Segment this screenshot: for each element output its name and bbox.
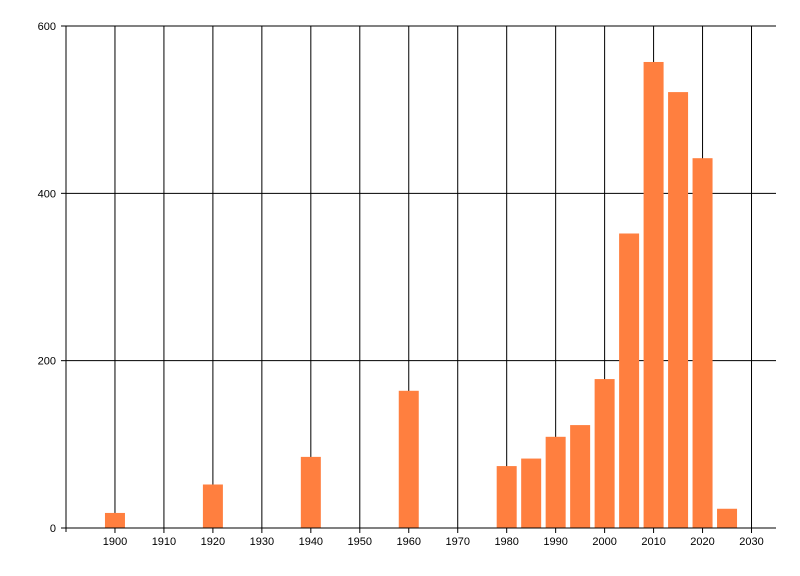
x-tick-label: 1940 (299, 536, 323, 548)
x-tick-label: 1910 (152, 536, 176, 548)
y-tick-label: 600 (38, 21, 56, 33)
y-axis-ticks: 0 200 400 600 (38, 21, 66, 535)
x-tick-label: 1970 (445, 536, 469, 548)
x-tick-label: 2030 (739, 536, 763, 548)
bar (717, 508, 738, 528)
bar (594, 379, 615, 528)
bar (545, 436, 566, 528)
x-tick-label: 1960 (397, 536, 421, 548)
y-tick-label: 0 (50, 523, 56, 535)
x-tick-label: 2020 (690, 536, 714, 548)
bar (496, 466, 517, 528)
x-tick-label: 1930 (250, 536, 274, 548)
bar (300, 456, 321, 528)
bar (619, 233, 640, 528)
y-tick-label: 200 (38, 356, 56, 368)
axes (62, 26, 776, 532)
x-tick-label: 2010 (641, 536, 665, 548)
x-tick-label: 1990 (543, 536, 567, 548)
x-tick-label: 1900 (103, 536, 127, 548)
bar (104, 512, 125, 528)
bar (398, 390, 419, 528)
x-tick-label: 1980 (494, 536, 518, 548)
bar (521, 458, 542, 528)
bar (643, 61, 664, 529)
x-tick-label: 2000 (592, 536, 616, 548)
bar (202, 484, 223, 528)
x-tick-label: 1950 (348, 536, 372, 548)
x-tick-label: 1920 (201, 536, 225, 548)
x-axis-ticks: 1900 1910 1920 1930 1940 1950 1960 1970 1980 1990… (103, 528, 764, 548)
bar-series (104, 61, 738, 529)
y-tick-label: 400 (38, 188, 56, 200)
bar (570, 425, 591, 528)
bar (668, 92, 689, 528)
bar (692, 158, 713, 528)
